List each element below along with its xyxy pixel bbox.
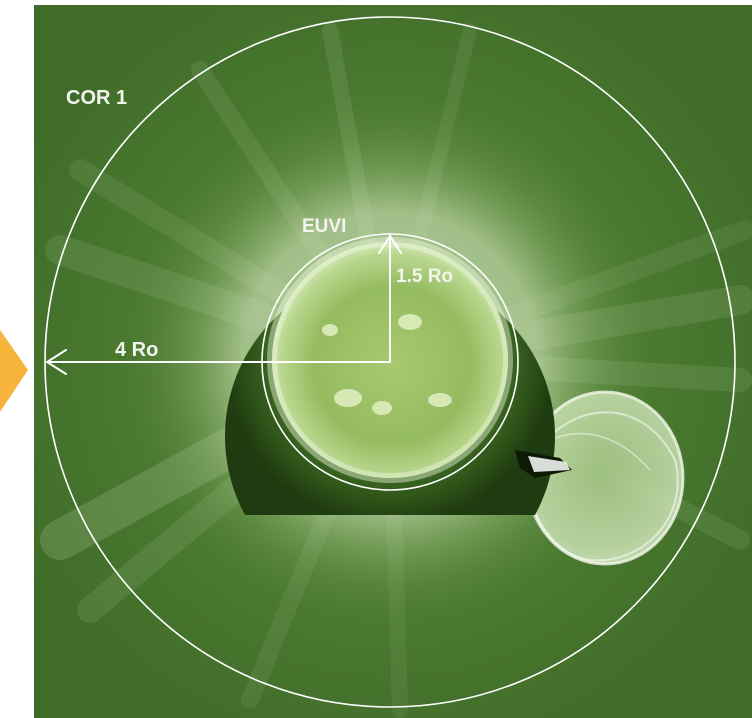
pointer-arrow-shape (0, 330, 28, 412)
cor1-label: COR 1 (66, 87, 127, 109)
outer-arrow-head (45, 349, 67, 375)
euvi-label: EUVI (302, 216, 346, 237)
inner-arrow-head (378, 234, 402, 254)
inner-radius-label: 1.5 Ro (396, 266, 453, 287)
radius-arrows (45, 234, 402, 375)
outer-radius-circle (44, 16, 736, 708)
outer-radius-label: 4 Ro (115, 339, 158, 361)
